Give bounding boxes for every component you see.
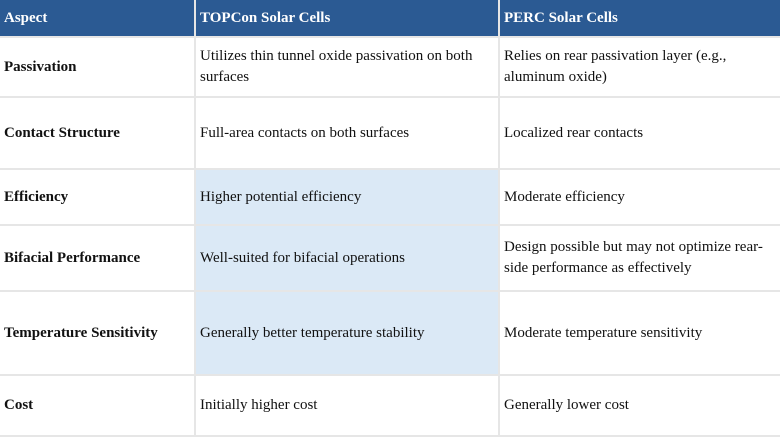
cell-topcon-passivation: Utilizes thin tunnel oxide passivation o… <box>196 38 498 96</box>
row-label-temperature-sensitivity: Temperature Sensitivity <box>0 292 194 374</box>
header-aspect: Aspect <box>0 0 194 36</box>
cell-topcon-contact-structure: Full-area contacts on both surfaces <box>196 98 498 168</box>
row-label-cost: Cost <box>0 376 194 435</box>
cell-perc-passivation: Relies on rear passivation layer (e.g., … <box>500 38 780 96</box>
row-label-contact-structure: Contact Structure <box>0 98 194 168</box>
cell-perc-efficiency: Moderate efficiency <box>500 170 780 224</box>
cell-perc-bifacial-performance: Design possible but may not optimize rea… <box>500 226 780 290</box>
cell-topcon-temperature-sensitivity: Generally better temperature stability <box>196 292 498 374</box>
cell-topcon-cost: Initially higher cost <box>196 376 498 435</box>
row-label-passivation: Passivation <box>0 38 194 96</box>
cell-perc-contact-structure: Localized rear contacts <box>500 98 780 168</box>
header-topcon: TOPCon Solar Cells <box>196 0 498 36</box>
cell-topcon-bifacial-performance: Well-suited for bifacial operations <box>196 226 498 290</box>
cell-perc-cost: Generally lower cost <box>500 376 780 435</box>
row-label-bifacial-performance: Bifacial Performance <box>0 226 194 290</box>
cell-topcon-efficiency: Higher potential efficiency <box>196 170 498 224</box>
row-label-efficiency: Efficiency <box>0 170 194 224</box>
header-perc: PERC Solar Cells <box>500 0 780 36</box>
cell-perc-temperature-sensitivity: Moderate temperature sensitivity <box>500 292 780 374</box>
